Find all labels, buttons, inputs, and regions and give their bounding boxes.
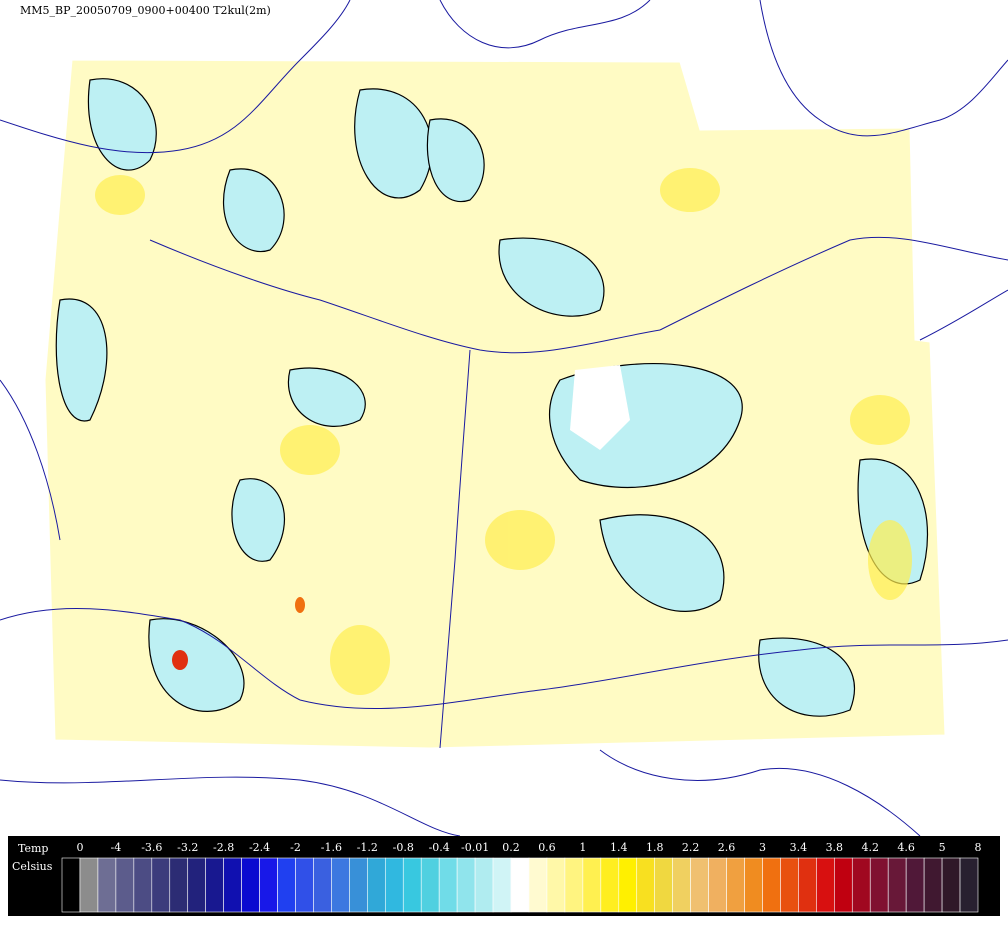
colorbar-variable: Temp [18,842,48,855]
color-swatch [923,857,943,913]
color-swatch [151,857,171,913]
temperature-field [44,59,946,749]
colorbar-label: 2.6 [718,841,736,854]
color-swatch [384,857,404,913]
color-swatch [241,857,260,913]
colorbar-label: -3.6 [141,841,162,854]
colorbar-label: 3 [759,841,766,854]
colorbar-label: 3.4 [790,841,808,854]
map-title: MM5_BP_20050709_0900+00400 T2kul(2m) [20,4,271,17]
color-swatch [295,857,314,913]
color-swatch [582,857,602,913]
color-swatch [187,857,206,913]
color-swatch [654,857,673,913]
color-swatch [438,857,458,913]
colorbar-label: -2.8 [213,841,234,854]
borders [0,0,1008,837]
colorbar-label: 3.8 [826,841,844,854]
colorbar-label: -0.8 [393,841,414,854]
color-swatch [259,857,278,913]
color-swatch [941,857,961,913]
color-swatch [492,857,512,913]
color-swatch [61,857,81,913]
color-swatch [97,857,117,913]
color-swatch [367,857,386,913]
color-swatch [223,857,242,913]
color-swatch [834,857,853,913]
colorbar-label: -1.6 [321,841,342,854]
color-swatch [115,857,135,913]
color-swatch [474,857,494,913]
colorbar: 0 -4 -3.6 -3.2 -2.8 -2.4 -2 -1.6 -1.2 -0.8 -0.4 -0.… [61,841,982,913]
color-swatch [79,857,99,913]
color-swatch [546,857,566,913]
colorbar-label: 0.2 [502,841,520,854]
colorbar-label: 1 [579,841,586,854]
color-swatch [456,857,476,913]
color-swatch [905,857,925,913]
color-swatch [816,857,835,913]
color-swatch [780,857,799,913]
color-swatch [708,857,727,913]
color-swatch [618,857,638,913]
colorbar-label: 2.2 [682,841,700,854]
color-swatch [636,857,656,913]
colorbar-label: 4.2 [861,841,879,854]
color-swatch [762,857,781,913]
colorbar-label: -0.01 [461,841,489,854]
color-swatch [510,857,530,913]
color-swatch [169,857,189,913]
color-swatch [600,857,620,913]
colorbar-label: 4.6 [897,841,915,854]
colorbar-label: -0.4 [429,841,450,854]
color-swatch [133,857,153,913]
colorbar-label: -2.4 [249,841,270,854]
colorbar-label: -4 [111,841,122,854]
colorbar-label: -3.2 [177,841,198,854]
color-swatch [564,857,584,913]
color-swatch [887,857,907,913]
color-swatch [726,857,745,913]
color-swatch [313,857,332,913]
colorbar-label: -1.2 [357,841,378,854]
colorbar-label: -2 [290,841,301,854]
color-swatch [528,857,548,913]
color-swatch [349,857,368,913]
colorbar-label: 0.6 [538,841,556,854]
color-swatch [851,857,871,913]
colorbar-unit: Celsius [12,860,53,873]
colorbar-label: 1.4 [610,841,628,854]
color-swatch [869,857,889,913]
color-swatch [205,857,224,913]
color-swatch [672,857,691,913]
color-swatch [277,857,296,913]
color-swatch [690,857,709,913]
color-swatch [420,857,440,913]
color-swatch [744,857,763,913]
color-swatch [331,857,350,913]
colorbar-label: 8 [975,841,982,854]
color-swatch [798,857,817,913]
color-swatch [402,857,422,913]
colorbar-label: 1.8 [646,841,664,854]
colorbar-label: 5 [939,841,946,854]
colorbar-label: 0 [76,841,83,854]
color-swatch [959,857,979,913]
